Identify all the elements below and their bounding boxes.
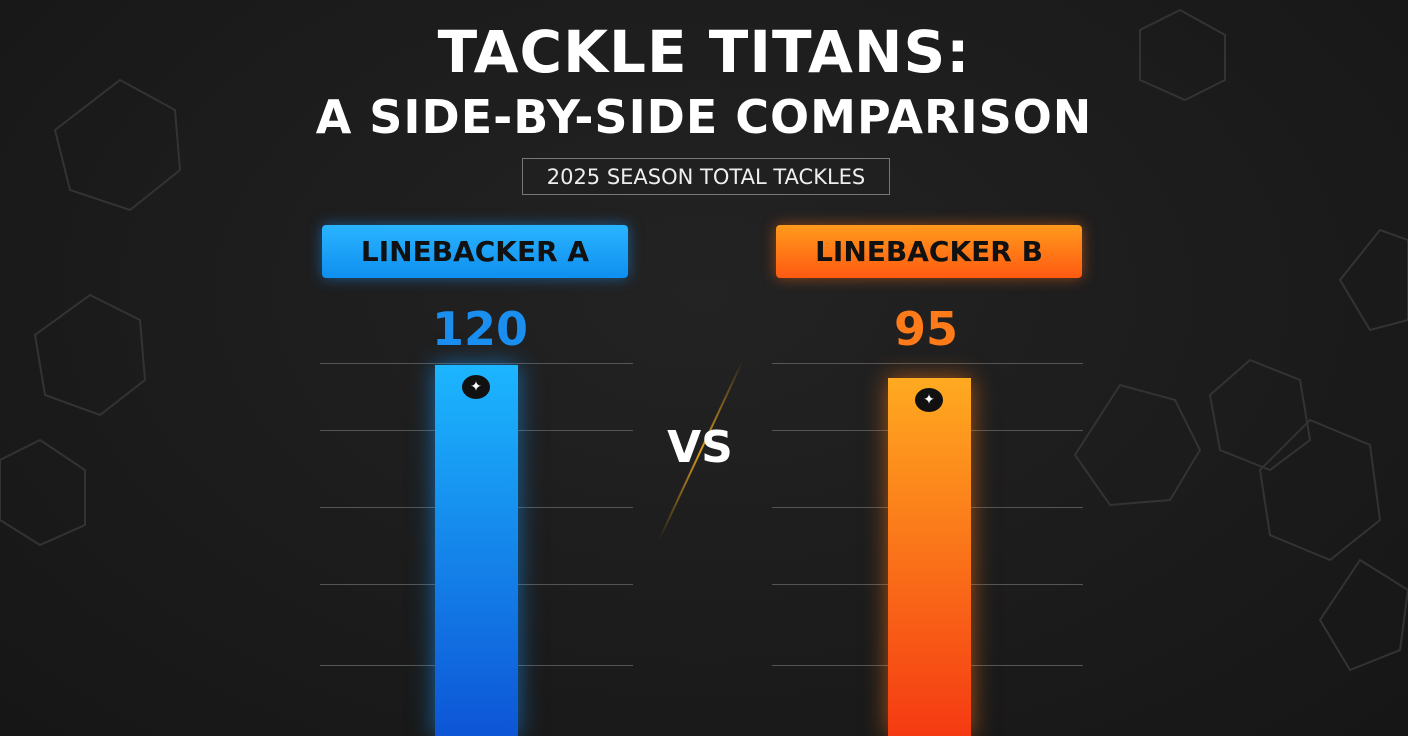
category-label-b: LINEBACKER B (776, 225, 1082, 278)
bar-linebacker-b: ✦ (888, 378, 971, 736)
season-caption: 2025 SEASON TOTAL TACKLES (522, 158, 890, 195)
data-label-a: 120 (431, 302, 529, 356)
gridline (320, 363, 633, 364)
bar-linebacker-a: ✦ (435, 365, 518, 736)
data-label-b: 95 (893, 302, 958, 356)
team-logo-icon: ✦ (915, 388, 943, 412)
category-label-a: LINEBACKER A (322, 225, 628, 278)
chart-title: TACKLE TITANS: (437, 18, 971, 86)
chart-subtitle: A SIDE-BY-SIDE COMPARISON (315, 90, 1093, 144)
team-logo-icon: ✦ (462, 375, 490, 399)
vs-label: VS (667, 422, 733, 473)
gridline (772, 363, 1083, 364)
